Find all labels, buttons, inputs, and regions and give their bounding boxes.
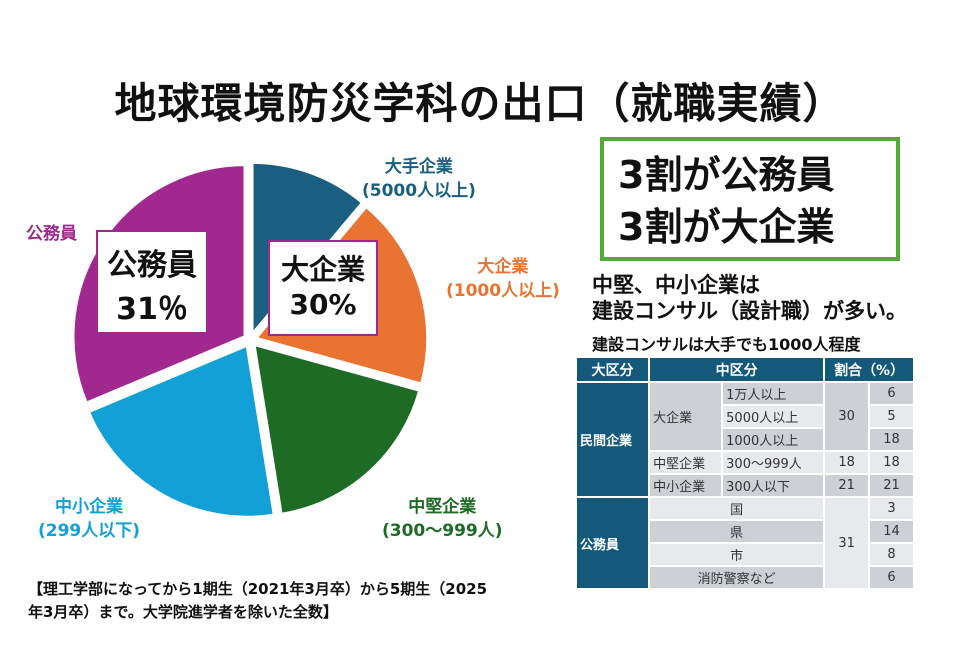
cell: 1000人以上: [723, 429, 824, 450]
cell: 8: [870, 544, 913, 565]
cell: 県: [650, 521, 824, 542]
cell: 国: [650, 498, 824, 519]
pie-slice-2: [252, 342, 422, 517]
cell: 5000人以上: [723, 406, 824, 427]
header: 割合（%）: [825, 358, 913, 381]
note-line: 建設コンサル（設計職）が多い。: [592, 299, 907, 323]
cell: 消防警察など: [650, 567, 824, 588]
cell: 30: [825, 383, 869, 450]
cell: 300〜999人: [723, 452, 824, 473]
cell: 3: [870, 498, 913, 519]
cell: 中堅企業: [650, 452, 722, 473]
callout-koumuin: 公務員 31％: [96, 230, 208, 334]
cell: 大企業: [650, 383, 722, 450]
cell: 14: [870, 521, 913, 542]
callout-value: 30%: [289, 288, 357, 321]
summary-line: 3割が公務員: [618, 153, 835, 197]
cell: 18: [825, 452, 869, 473]
cell: 18: [870, 452, 913, 473]
callout-daikigyo: 大企業 30%: [268, 240, 378, 336]
cell: 300人以下: [723, 475, 824, 496]
slice-sublabel: (300〜999人): [382, 521, 503, 541]
slice-label: 大企業: [477, 257, 529, 277]
summary-line: 3割が大企業: [618, 205, 835, 249]
breakdown-table: 大区分 中区分 割合（%） 民間企業 大企業 1万人以上 30 6 5000人以上 5 100…: [575, 356, 915, 590]
cell: 公務員: [577, 498, 649, 588]
slice-sublabel: (1000人以上): [446, 281, 560, 301]
cell: 市: [650, 544, 824, 565]
footnote: 【理工学部になってから1期生（2021年3月卒）から5期生（2025 年3月卒）ま…: [28, 578, 487, 624]
slice-label: 中小企業: [55, 497, 124, 517]
page-title: 地球環境防災学科の出口（就職実績）: [114, 79, 846, 128]
slice-sublabel: (5000人以上): [362, 181, 476, 201]
callout-value: 31％: [116, 292, 188, 327]
label-oote: 大手企業 (5000人以上): [362, 155, 476, 203]
note-line: 中堅、中小企業は: [592, 273, 760, 297]
cell: 5: [870, 406, 913, 427]
callout-label: 大企業: [280, 253, 365, 286]
cell: 民間企業: [577, 383, 649, 496]
slice-label: 中堅企業: [408, 497, 477, 517]
pie-slice-3: [86, 343, 276, 519]
footnote-line: 年3月卒）まで。大学院進学者を除いた全数】: [28, 603, 338, 621]
footnote-line: 【理工学部になってから1期生（2021年3月卒）から5期生（2025: [28, 580, 488, 598]
header: 中区分: [650, 358, 824, 381]
cell: 18: [870, 429, 913, 450]
cell: 21: [870, 475, 913, 496]
label-chusho: 中小企業 (299人以下): [38, 495, 140, 543]
label-daikigyo: 大企業 (1000人以上): [446, 255, 560, 303]
label-koumuin: 公務員: [26, 224, 77, 244]
cell: 31: [825, 498, 869, 588]
cell: 1万人以上: [723, 383, 824, 404]
note: 中堅、中小企業は 建設コンサル（設計職）が多い。: [592, 272, 907, 324]
label-chuken: 中堅企業 (300〜999人): [382, 495, 503, 543]
note-small: 建設コンサルは大手でも1000人程度: [592, 335, 861, 354]
slice-label: 大手企業: [384, 157, 453, 177]
slice-sublabel: (299人以下): [38, 521, 141, 541]
cell: 6: [870, 567, 913, 588]
cell: 中小企業: [650, 475, 722, 496]
cell: 6: [870, 383, 913, 404]
summary-box: 3割が公務員 3割が大企業: [600, 137, 900, 261]
callout-label: 公務員: [107, 248, 197, 283]
cell: 21: [825, 475, 869, 496]
header: 大区分: [577, 358, 649, 381]
